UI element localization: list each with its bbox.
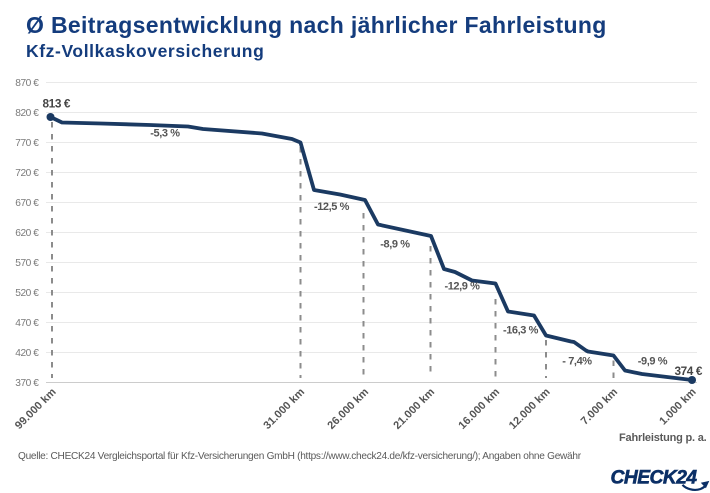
svg-text:31.000 km: 31.000 km	[261, 386, 307, 432]
svg-text:-5,3 %: -5,3 %	[150, 128, 180, 140]
svg-text:870 €: 870 €	[15, 78, 39, 89]
svg-text:CHECK24: CHECK24	[611, 467, 698, 488]
svg-text:470 €: 470 €	[15, 318, 39, 329]
svg-text:-12,5 %: -12,5 %	[314, 201, 350, 213]
svg-text:620 €: 620 €	[15, 228, 39, 239]
svg-text:21.000 km: 21.000 km	[391, 386, 437, 432]
svg-text:720 €: 720 €	[15, 168, 39, 179]
svg-text:770 €: 770 €	[15, 138, 39, 149]
svg-text:16.000 km: 16.000 km	[456, 386, 502, 432]
svg-text:1.000 km: 1.000 km	[657, 386, 699, 428]
svg-text:- 7,4%: - 7,4%	[562, 356, 592, 368]
svg-text:-9,9 %: -9,9 %	[638, 356, 668, 368]
svg-text:374 €: 374 €	[674, 364, 702, 378]
svg-text:12.000 km: 12.000 km	[507, 386, 553, 432]
svg-text:820 €: 820 €	[15, 108, 39, 119]
svg-text:520 €: 520 €	[15, 288, 39, 299]
svg-text:370 €: 370 €	[15, 378, 39, 389]
svg-text:-16,3 %: -16,3 %	[503, 325, 539, 337]
svg-text:813 €: 813 €	[43, 97, 71, 111]
svg-text:-12,9 %: -12,9 %	[444, 281, 480, 293]
svg-text:26.000 km: 26.000 km	[325, 386, 371, 432]
svg-text:670 €: 670 €	[15, 198, 39, 209]
svg-text:570 €: 570 €	[15, 258, 39, 269]
svg-text:420 €: 420 €	[15, 348, 39, 359]
svg-text:7.000 km: 7.000 km	[579, 386, 621, 428]
svg-text:-8,9 %: -8,9 %	[380, 239, 410, 251]
svg-text:99.000 km: 99.000 km	[13, 386, 59, 432]
